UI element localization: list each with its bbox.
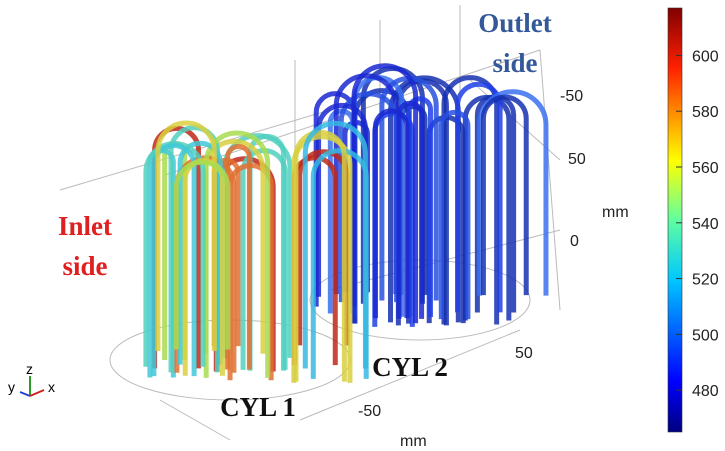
axis-triad: y z x	[8, 361, 55, 397]
colorbar-label: 480	[692, 383, 719, 400]
tube	[316, 102, 368, 297]
tube	[333, 73, 399, 295]
z-tick: 0	[570, 233, 579, 250]
tube	[406, 96, 433, 318]
cyl2-label: CYL 2	[372, 352, 448, 382]
y-unit: mm	[400, 433, 427, 450]
tube	[203, 130, 271, 378]
tube	[155, 120, 217, 351]
triad-label: y	[8, 379, 15, 395]
colorbar	[667, 7, 683, 433]
y-tick: -50	[358, 403, 381, 420]
inlet-label: side	[62, 251, 107, 281]
tube	[372, 108, 410, 319]
tube-array	[143, 63, 549, 383]
z-tick: 50	[568, 151, 586, 168]
tube	[480, 94, 529, 296]
cyl1-label: CYL 1	[220, 392, 296, 422]
colorbar-label: 500	[692, 327, 719, 344]
tube	[302, 121, 368, 369]
colorbar-label: 580	[692, 104, 719, 121]
z-tick: -50	[560, 88, 583, 105]
tube	[173, 159, 231, 350]
z-unit: mm	[602, 204, 629, 221]
colorbar-label: 560	[692, 160, 719, 177]
tube	[438, 109, 471, 320]
colorbar-label: 520	[692, 272, 719, 289]
tube	[293, 129, 347, 382]
x-tick: 50	[515, 345, 533, 362]
tube	[177, 140, 223, 365]
outlet-label: Outlet	[478, 8, 552, 38]
outlet-label: side	[492, 48, 537, 78]
tube	[351, 63, 419, 324]
colorbar-label: 540	[692, 216, 719, 233]
triad-label: z	[26, 361, 33, 377]
tube	[225, 144, 252, 370]
triad-label: x	[48, 379, 55, 395]
tube	[151, 143, 197, 377]
inlet-label: Inlet	[58, 211, 112, 241]
colorbar-label: 600	[692, 48, 719, 65]
